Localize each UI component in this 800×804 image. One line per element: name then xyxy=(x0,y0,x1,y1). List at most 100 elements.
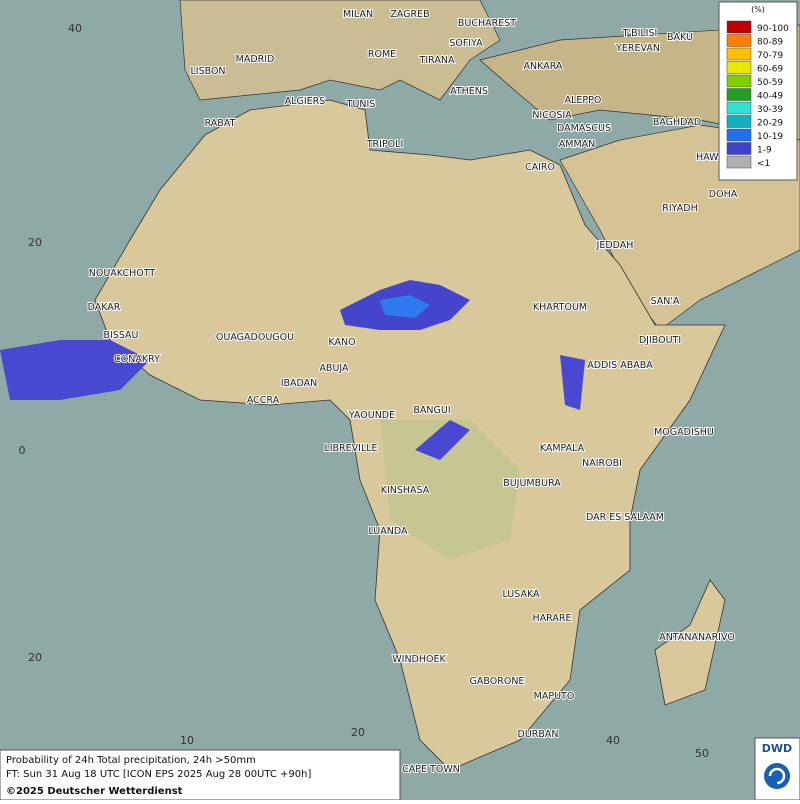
city-label: KANO xyxy=(328,337,355,348)
legend-swatch xyxy=(726,101,752,115)
city-label: SAN'A xyxy=(651,296,680,307)
city-label: DURBAN xyxy=(518,729,559,740)
congo-basin xyxy=(380,420,520,560)
city-label: DAR ES SALAAM xyxy=(586,512,664,523)
city-label: BAGHDAD xyxy=(653,117,701,128)
footer-line: ©2025 Deutscher Wetterdienst xyxy=(6,786,183,797)
graticule-label: 40 xyxy=(606,734,620,747)
city-label: KAMPALA xyxy=(540,443,585,454)
footer-line: FT: Sun 31 Aug 18 UTC [ICON EPS 2025 Aug… xyxy=(6,769,311,780)
legend-swatch xyxy=(726,128,752,142)
city-label: GABORONE xyxy=(470,676,525,687)
graticule-label: 20 xyxy=(28,236,42,249)
footer-box xyxy=(0,749,401,801)
legend-label: 30-39 xyxy=(757,105,783,115)
city-label: BANGUI xyxy=(413,405,450,416)
city-label: TIRANA xyxy=(419,55,455,66)
city-label: MAPUTO xyxy=(534,691,575,702)
logo-icon xyxy=(764,763,790,789)
city-label: DJIBOUTI xyxy=(639,335,681,346)
city-label: LUANDA xyxy=(368,526,408,537)
madagascar xyxy=(654,579,726,706)
legend: 90-100 80-89 70-79 60-69 50-59 40-49 30-39 20-2… xyxy=(726,20,789,169)
legend-swatch xyxy=(726,74,752,88)
city-label: CAIRO xyxy=(525,162,555,173)
city-label: TUNIS xyxy=(346,99,376,110)
city-label: TRIPOLI xyxy=(366,139,404,150)
city-label: ATHENS xyxy=(450,86,488,97)
city-label: BISSAU xyxy=(103,330,138,341)
legend-swatch xyxy=(726,34,752,47)
graticule-label: 0 xyxy=(19,444,26,457)
city-label: ANKARA xyxy=(524,61,563,72)
graticule-label: 20 xyxy=(28,651,42,664)
city-label: MOGADISHU xyxy=(654,427,714,438)
legend-label: 60-69 xyxy=(757,65,783,75)
city-label: NAIROBI xyxy=(582,458,622,469)
city-label: BUJUMBURA xyxy=(503,478,561,489)
logo-text: DWD xyxy=(762,742,792,755)
legend-swatch xyxy=(726,20,752,34)
city-label: HARARE xyxy=(533,613,572,624)
legend-label: 40-49 xyxy=(757,92,783,102)
city-label: T'BILISI xyxy=(622,28,658,39)
city-label: ANTANANARIVO xyxy=(659,632,735,643)
city-label: WINDHOEK xyxy=(392,654,446,665)
legend-swatch xyxy=(726,47,752,61)
city-label: ABUJA xyxy=(319,363,349,374)
footer-line: Probability of 24h Total precipitation, … xyxy=(6,755,256,766)
city-label: MADRID xyxy=(236,54,275,65)
city-label: LIBREVILLE xyxy=(324,443,377,454)
city-label: CONAKRY xyxy=(114,354,160,365)
city-label: LISBON xyxy=(190,66,225,77)
legend-label: 90-100 xyxy=(757,24,789,34)
city-label: KHARTOUM xyxy=(533,302,587,313)
legend-swatch xyxy=(726,155,752,169)
city-label: MILAN xyxy=(343,9,373,20)
precip-area xyxy=(0,340,150,400)
city-label: CAPE TOWN xyxy=(402,764,460,775)
graticule-label: 20 xyxy=(351,726,365,739)
city-label: LUSAKA xyxy=(502,589,540,600)
city-label: ROME xyxy=(368,49,396,60)
legend-swatch xyxy=(726,88,752,101)
legend-label: 1-9 xyxy=(757,146,772,156)
legend-label: 70-79 xyxy=(757,51,783,61)
city-label: SOFIYA xyxy=(449,38,483,49)
precip-area xyxy=(415,420,470,460)
city-label: ACCRA xyxy=(247,395,280,406)
city-label: YEREVAN xyxy=(615,43,660,54)
city-label: OUAGADOUGOU xyxy=(216,332,294,343)
europe xyxy=(179,0,501,101)
logo-swirl xyxy=(768,767,786,785)
city-label: ADDIS ABABA xyxy=(587,360,653,371)
graticule-label: 50 xyxy=(695,747,709,760)
legend-label: <1 xyxy=(757,159,770,169)
city-label: ALEPPO xyxy=(565,95,602,106)
city-label: ZAGREB xyxy=(390,9,429,20)
city-label: DAKAR xyxy=(88,302,121,313)
city-label: ALGIERS xyxy=(285,96,326,107)
precip-area xyxy=(560,355,585,410)
city-label: DAMASCUS xyxy=(557,123,611,134)
legend-label: 10-19 xyxy=(757,132,783,142)
legend-swatch xyxy=(726,142,752,155)
city-label: BAKU xyxy=(667,32,693,43)
labels: MILAN ZAGREB BUCHAREST T'BILISI BAKU MADRID RO… xyxy=(19,8,788,776)
city-label: AMMAN xyxy=(559,139,596,150)
city-label: DOHA xyxy=(709,189,738,200)
city-label: YAOUNDE xyxy=(348,410,395,421)
city-label: NOUAKCHOTT xyxy=(89,268,156,279)
city-label: BUCHAREST xyxy=(458,18,516,29)
city-label: NICOSIA xyxy=(532,110,572,121)
graticule-label: 40 xyxy=(68,22,82,35)
legend-label: 20-29 xyxy=(757,119,783,129)
legend-swatch xyxy=(726,61,752,74)
city-label: RABAT xyxy=(205,118,236,129)
legend-label: 50-59 xyxy=(757,78,783,88)
precip-area xyxy=(380,295,430,318)
legend-label: 80-89 xyxy=(757,38,783,48)
city-label: RIYADH xyxy=(662,203,697,214)
graticule-label: 10 xyxy=(180,734,194,747)
